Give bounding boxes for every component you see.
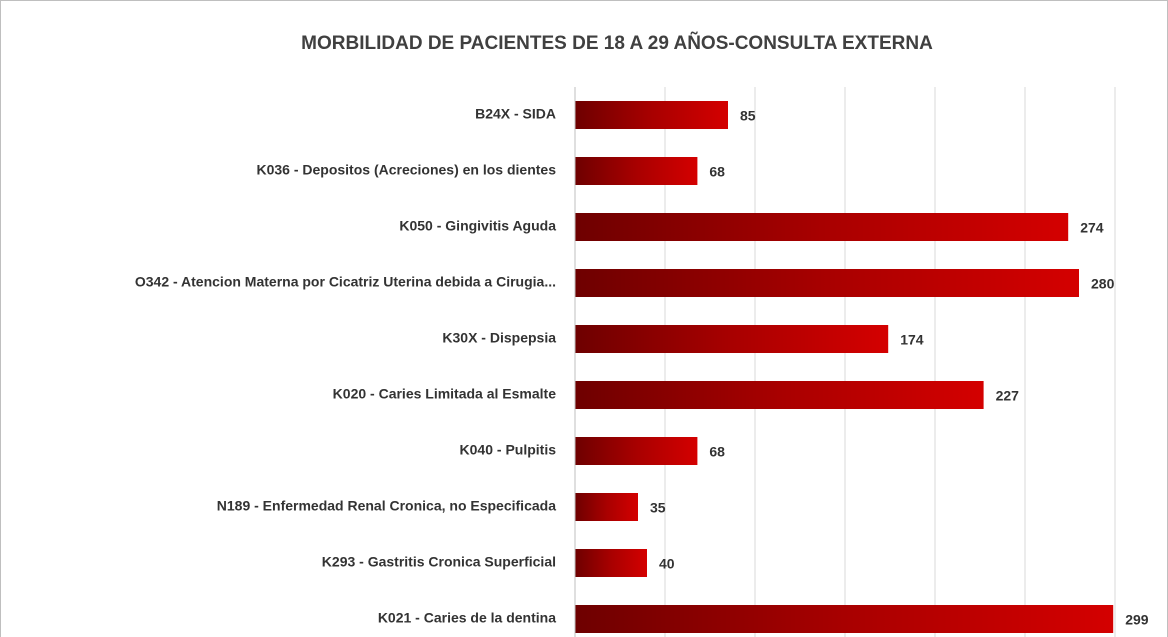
y-tick-label: K30X - Dispepsia [442, 330, 556, 346]
y-tick-label: B24X - SIDA [475, 106, 556, 122]
bar [575, 157, 698, 185]
y-tick-label: O342 - Atencion Materna por Cicatriz Ute… [135, 274, 556, 290]
y-tick-label: K021 - Caries de la dentina [378, 610, 556, 626]
bar [575, 213, 1069, 241]
data-label: 68 [709, 444, 725, 460]
data-label: 227 [996, 388, 1020, 404]
data-label: 174 [900, 332, 924, 348]
bar [575, 325, 889, 353]
bar [575, 269, 1079, 297]
bar [575, 549, 647, 577]
bar [575, 605, 1114, 633]
data-label: 280 [1091, 276, 1115, 292]
data-label: 68 [709, 164, 725, 180]
data-label: 299 [1125, 612, 1149, 628]
y-tick-label: K036 - Depositos (Acreciones) en los die… [256, 162, 556, 178]
data-label: 274 [1080, 220, 1104, 236]
chart-title: MORBILIDAD DE PACIENTES DE 18 A 29 AÑOS-… [301, 32, 933, 54]
data-label: 85 [740, 108, 756, 124]
y-tick-label: K040 - Pulpitis [460, 442, 557, 458]
y-tick-label: K050 - Gingivitis Aguda [399, 218, 556, 234]
bar [575, 493, 638, 521]
data-label: 35 [650, 500, 666, 516]
bar [575, 437, 698, 465]
y-tick-label: N189 - Enfermedad Renal Cronica, no Espe… [217, 498, 556, 514]
y-tick-label: K020 - Caries Limitada al Esmalte [333, 386, 557, 402]
y-tick-label: K293 - Gastritis Cronica Superficial [322, 554, 556, 570]
data-label: 40 [659, 556, 675, 572]
bar [575, 381, 984, 409]
bar [575, 101, 728, 129]
